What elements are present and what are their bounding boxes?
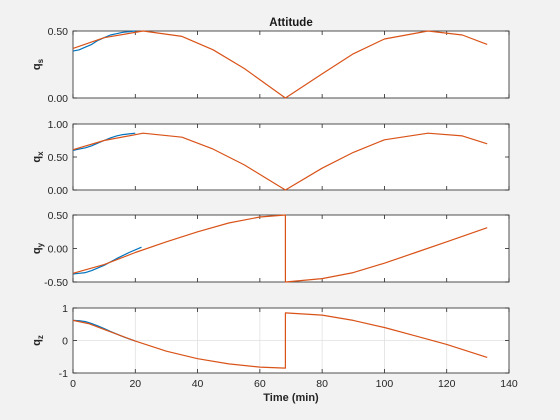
x-tick-label: 60 — [254, 378, 266, 390]
series-line-2 — [72, 214, 488, 283]
y-tick-label: 0.00 — [48, 93, 69, 105]
y-tick-label: 0 — [62, 336, 68, 348]
y-tick-label: -1 — [59, 368, 68, 380]
y-axis-label: qx — [31, 151, 45, 163]
y-tick-label: 0.00 — [48, 244, 69, 256]
y-axis-label: qy — [31, 242, 45, 254]
x-tick-label: 20 — [129, 378, 141, 390]
chart-title: Attitude — [269, 17, 312, 29]
plot-area — [72, 30, 510, 99]
x-tick-label: 80 — [316, 378, 328, 390]
y-axis-label: qs — [31, 58, 45, 70]
series-line-2 — [72, 30, 488, 99]
y-tick-label: 0.50 — [48, 26, 69, 38]
x-axis-label: Time (min) — [263, 392, 319, 404]
x-tick-label: 100 — [376, 378, 394, 390]
x-tick-label: 140 — [500, 378, 518, 390]
x-tick-label: 40 — [192, 378, 204, 390]
series-line-2 — [72, 312, 488, 369]
y-tick-label: 0.00 — [48, 185, 69, 197]
x-tick-label: 0 — [70, 378, 76, 390]
series-line-2 — [72, 132, 488, 191]
y-axis-label: qz — [31, 335, 45, 346]
y-tick-label: 1.00 — [48, 119, 69, 131]
y-tick-label: 1 — [62, 303, 68, 315]
plot-area — [72, 123, 510, 191]
y-tick-label: 0.50 — [48, 152, 69, 164]
subplot-1: 0.00 0.50 qs Attitude — [31, 17, 510, 105]
subplot-3: -0.50 0.00 0.50 qy — [31, 210, 510, 289]
y-tick-label: 0.50 — [48, 210, 69, 222]
series-line-1 — [72, 246, 142, 275]
subplot-2: 0.00 0.50 1.00 qx — [31, 119, 510, 197]
y-tick-label: -0.50 — [44, 277, 68, 289]
x-tick-label: 120 — [438, 378, 456, 390]
